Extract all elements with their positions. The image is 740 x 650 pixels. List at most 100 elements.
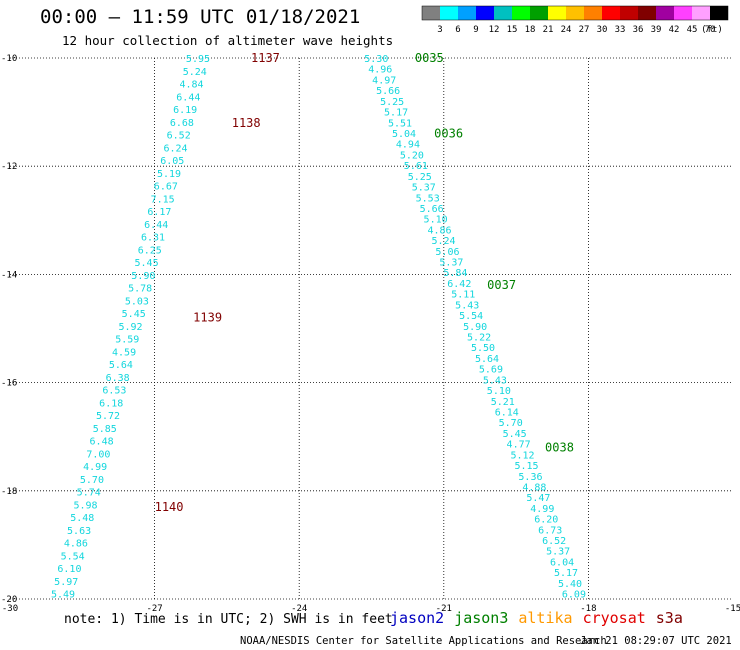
wave-height-value: 5.43 [455,300,479,311]
wave-height-value: 4.77 [507,440,531,451]
wave-height-value: 6.24 [163,143,187,154]
wave-height-value: 4.94 [396,140,420,151]
wave-height-value: 4.86 [428,225,452,236]
wave-height-value: 5.45 [135,258,159,269]
wave-height-value: 5.19 [157,169,181,180]
wave-height-value: 5.24 [183,67,207,78]
wave-height-value: 6.73 [538,525,562,536]
wave-height-value: 5.17 [384,108,408,119]
color-swatch [602,6,620,20]
wave-height-value: 5.43 [483,375,507,386]
wave-height-value: 5.20 [400,150,424,161]
wave-height-value: 6.05 [160,156,184,167]
color-bar-tick-label: 9 [473,25,478,35]
latitude-label: -12 [1,162,17,172]
wave-height-value: 5.64 [475,354,499,365]
wave-height-value: 5.10 [487,386,511,397]
wave-height-value: 5.98 [73,500,97,511]
wave-height-value: 5.61 [404,161,428,172]
wave-height-value: 4.96 [368,65,392,76]
color-bar-tick-label: 24 [561,25,572,35]
wave-height-value: 6.20 [534,515,558,526]
wave-height-value: 5.37 [439,258,463,269]
wave-height-value: 5.78 [128,284,152,295]
wave-height-value: 5.64 [109,360,133,371]
wave-height-value: 6.10 [57,564,81,575]
color-bar-frame [421,5,729,21]
wave-height-value: 4.99 [83,462,107,473]
wave-height-value: 5.54 [459,311,483,322]
wave-height-value: 6.25 [138,245,162,256]
color-bar-tick-label: 27 [579,25,590,35]
wave-height-value: 5.24 [431,236,455,247]
color-bar-tick-label: 45 [687,25,698,35]
wave-height-value: 6.04 [550,557,574,568]
wave-height-value: 7.00 [86,449,110,460]
color-bar-tick-label: 18 [525,25,536,35]
wave-height-value: 6.42 [447,279,471,290]
wave-height-value: 7.15 [151,194,175,205]
wave-height-value: 5.51 [388,118,412,129]
wave-height-value: 5.74 [77,488,101,499]
wave-height-value: 5.50 [471,343,495,354]
wave-height-value: 5.22 [467,333,491,344]
longitude-label: -24 [291,604,307,614]
wave-height-value: 5.03 [125,296,149,307]
wave-height-value: 5.72 [96,411,120,422]
color-swatch [638,6,656,20]
legend-jason3: jason3 [454,609,509,627]
wave-height-value: 5.54 [61,551,85,562]
wave-height-value: 6.44 [144,220,168,231]
color-scale-bar: 3 6 9 12 15 18 21 24 27 30 33 36 39 42 45 70(ft) [421,5,729,35]
wave-height-value: 5.45 [503,429,527,440]
wave-height-value: 5.92 [118,322,142,333]
wave-height-value: 4.99 [530,504,554,515]
wave-height-value: 4.86 [64,539,88,550]
wave-height-value: 5.95 [186,54,210,65]
longitude-label: -27 [146,604,162,614]
color-swatch [584,6,602,20]
color-swatch [674,6,692,20]
wave-height-value: 5.49 [51,590,75,601]
wave-height-value: 5.90 [463,322,487,333]
satellite-legend: jason2 jason3 altika cryosat s3a [390,609,693,627]
wave-height-value: 6.48 [90,437,114,448]
color-swatch [512,6,530,20]
latitude-label: -18 [1,487,17,497]
longitude-label: -21 [436,604,452,614]
wave-height-value: 5.37 [546,547,570,558]
wave-height-value: 5.53 [416,193,440,204]
wave-height-value: 4.59 [112,347,136,358]
wave-height-value: 6.67 [154,182,178,193]
color-swatch [692,6,710,20]
track-time-label: 1138 [232,116,261,130]
color-swatch [566,6,584,20]
wave-height-value: 5.66 [376,86,400,97]
wave-height-value: 5.84 [443,268,467,279]
color-bar-tick-label: 12 [489,25,500,35]
longitude-label: -15 [725,604,740,614]
latitude-label: -14 [1,270,17,280]
color-swatch [656,6,674,20]
color-swatch [620,6,638,20]
color-bar-tick-label: 21 [543,25,554,35]
wave-height-value: 6.17 [147,207,171,218]
wave-height-value: 5.48 [70,513,94,524]
wave-height-value: 4.88 [522,482,546,493]
wave-height-value: 5.37 [412,183,436,194]
wave-height-value: 5.15 [514,461,538,472]
wave-height-value: 5.90 [131,271,155,282]
legend-jason2: jason2 [390,609,445,627]
track-time-label: 1139 [193,311,222,325]
color-bar-tick-label: 6 [455,25,460,35]
wave-height-value: 5.11 [451,290,475,301]
track-time-label: 0037 [487,278,516,292]
color-bar-tick-label: 36 [633,25,644,35]
legend-altika: altika [518,609,573,627]
wave-height-value: 6.38 [106,373,130,384]
wave-height-value: 5.69 [479,365,503,376]
credit-text: NOAA/NESDIS Center for Satellite Applica… [240,635,607,647]
longitude-label: -18 [580,604,596,614]
wave-height-value: 6.14 [495,407,519,418]
